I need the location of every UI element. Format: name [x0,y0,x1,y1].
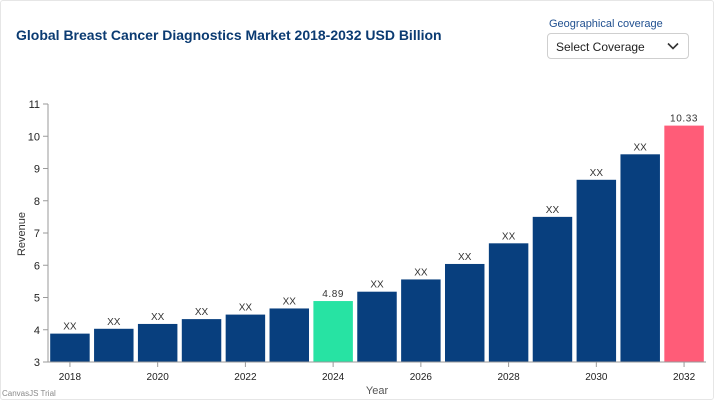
bar-value-label: 10.33 [670,114,698,125]
y-tick-label: 4 [34,325,40,337]
y-tick-label: 7 [34,228,40,240]
bar-2020[interactable] [137,323,178,362]
coverage-select-value: Select Coverage [556,40,645,54]
x-tick-label: 2032 [673,372,696,383]
bar-2030[interactable] [576,179,617,362]
y-tick-label: 10 [28,131,40,143]
coverage-select[interactable]: Select Coverage [547,33,689,59]
y-tick-label: 6 [34,260,40,272]
bar-2024[interactable] [313,301,353,362]
bar-2032[interactable] [664,125,704,362]
bar-value-label: XX [370,280,384,291]
bar-2023[interactable] [269,308,310,362]
bar-2028[interactable] [488,243,529,362]
x-tick-label: 2022 [234,372,257,383]
bar-2021[interactable] [181,319,222,362]
bar-2025[interactable] [357,291,397,362]
bar-value-label: XX [107,317,121,328]
bar-value-label: XX [502,231,516,242]
x-axis: 2018 2020 2022 2024 2026 2028 2030 2032 [48,361,706,383]
x-tick-label: 2024 [322,372,345,383]
bar-value-label: XX [414,267,428,278]
x-tick-label: 2026 [410,372,433,383]
bar-value-label: XX [634,142,648,153]
y-tick-label: 3 [34,357,40,369]
chart-title: Global Breast Cancer Diagnostics Market … [16,27,442,43]
bar-value-label: 4.89 [322,289,344,300]
x-tick-label: 2020 [147,372,170,383]
x-axis-title: Year [366,385,389,397]
bar-2027[interactable] [444,263,485,362]
x-tick-label: 2018 [59,372,82,383]
y-tick-label: 5 [34,293,40,305]
bar-2031[interactable] [620,154,660,362]
bar-2019[interactable] [94,328,134,362]
watermark: CanvasJS Trial [2,389,56,398]
y-axis-title: Revenue [16,212,28,256]
y-tick-label: 11 [29,99,40,111]
bar-series: XX XX XX XX XX XX 4.89 XX XX XX XX XX XX XX 10.33 [50,114,704,362]
bar-2026[interactable] [401,279,441,362]
bar-value-label: XX [590,168,604,179]
bar-2029[interactable] [532,216,573,362]
bar-value-label: XX [195,307,209,318]
y-axis: 3 4 5 6 7 8 9 10 11 [28,99,49,369]
chevron-down-icon [667,42,679,50]
bar-value-label: XX [63,322,77,333]
bar-value-label: XX [239,303,253,314]
bar-2022[interactable] [225,314,266,362]
x-tick-label: 2030 [585,372,608,383]
bar-2018[interactable] [50,333,90,362]
y-tick-label: 8 [34,196,40,208]
bar-value-label: XX [283,296,297,307]
coverage-label: Geographical coverage [549,18,663,30]
bar-value-label: XX [151,312,165,323]
bar-value-label: XX [546,205,560,216]
x-tick-label: 2028 [497,372,520,383]
y-tick-label: 9 [34,164,40,176]
bar-value-label: XX [458,252,472,263]
